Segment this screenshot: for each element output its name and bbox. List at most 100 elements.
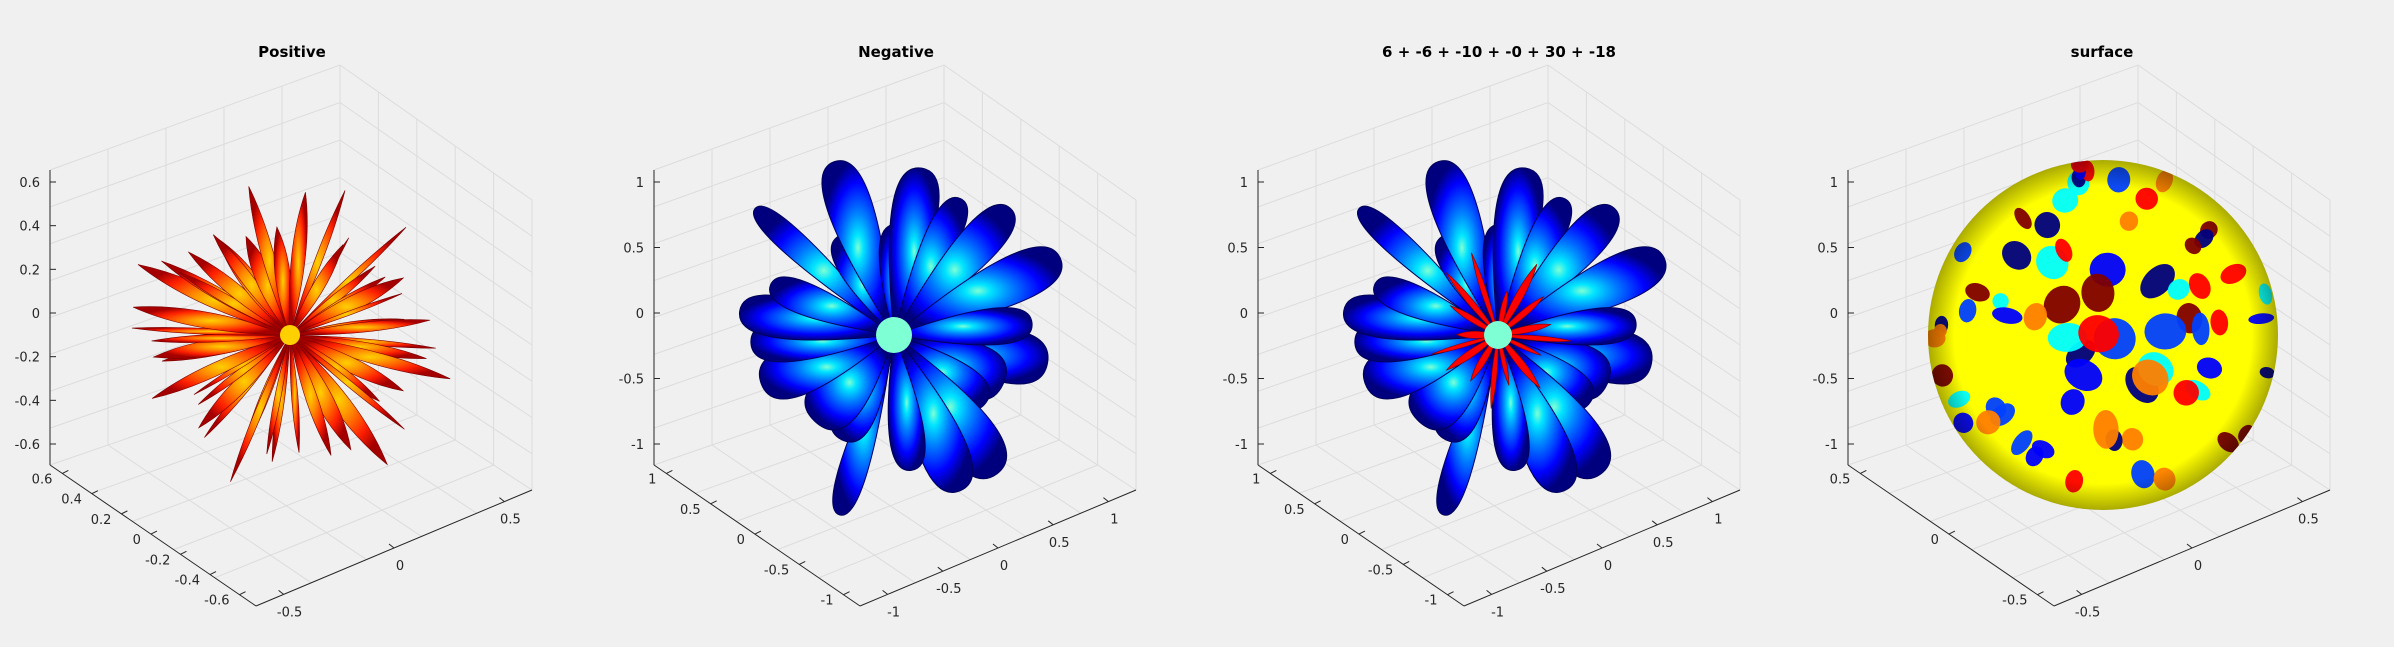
surface-lobe — [1445, 334, 1499, 371]
wall-grid-line — [49, 176, 533, 310]
z-tick-label: -0.5 — [1223, 373, 1248, 388]
y-tick-label: 1 — [648, 472, 656, 487]
x-tick-mark — [278, 590, 284, 595]
y-tick-label: 0 — [1931, 533, 1939, 548]
surface-lobe — [892, 307, 1033, 346]
y-tick-label: -0.4 — [175, 574, 200, 589]
y-tick-mark — [239, 591, 246, 596]
z-tick-label: 0.5 — [623, 242, 644, 257]
wall-grid-line — [49, 139, 533, 273]
floor-grid-line — [818, 464, 1098, 579]
z-tick-label: 0.5 — [1817, 242, 1838, 257]
wall-grid-line — [1257, 176, 1741, 310]
z-tick-label: 0.4 — [19, 220, 40, 235]
z-tick-label: -0.4 — [15, 394, 40, 409]
axes-title: Positive — [258, 43, 326, 61]
x-tick-label: -0.5 — [936, 582, 961, 597]
axes-panel-1: 0.6 0.4 0.2 0 -0.2 -0.4 -0.6 0.6 0.4 0.2 0 -0.2 -0.4… — [15, 64, 533, 620]
surface-lobe — [1490, 334, 1499, 409]
y-tick-label: 0.2 — [91, 513, 112, 528]
y-tick-label: -0.5 — [2002, 594, 2027, 609]
x-tick-label: 1 — [1110, 513, 1118, 528]
axes-title: surface — [2071, 43, 2134, 61]
axes-panel-4: 1 0.5 0 -0.5 -1 0.5 0 -0.5 -0.5 0 0.5 — [1813, 64, 2331, 620]
surface-core — [280, 325, 300, 345]
floor-grid-line — [777, 439, 1060, 551]
floor-grid-line — [1373, 424, 1575, 561]
z-tick-label: 0 — [1240, 307, 1248, 322]
z-tick-label: 0 — [1830, 307, 1838, 322]
back-wall-top-edge — [49, 64, 533, 201]
axes-title: 6 + -6 + -10 + -0 + 30 + -18 — [1382, 43, 1616, 61]
surface-lobe — [769, 276, 895, 336]
x-tick-label: -0.5 — [1540, 582, 1565, 597]
x-tick-label: 1 — [1714, 513, 1722, 528]
z-tick-label: 0.2 — [19, 263, 40, 278]
x-tick-label: -1 — [1491, 605, 1504, 620]
wall-grid-line — [49, 101, 533, 237]
surface-lobe — [289, 334, 405, 430]
y-axis-line — [653, 464, 861, 607]
y-tick-mark — [1314, 500, 1321, 505]
y-tick-label: -1 — [1425, 594, 1438, 609]
x-tick-mark — [1047, 520, 1054, 526]
x-tick-mark — [992, 543, 999, 549]
x-tick-label: 0 — [1000, 559, 1008, 574]
y-tick-label: -1 — [821, 594, 834, 609]
y-tick-label: 1 — [1252, 472, 1260, 487]
floor-grid-line — [107, 444, 312, 584]
floor-grid-line — [173, 439, 456, 551]
y-tick-mark — [1948, 530, 1956, 535]
wall-grid-line — [1847, 139, 2331, 273]
x-tick-mark — [1707, 497, 1713, 502]
y-tick-mark — [1270, 470, 1277, 474]
z-tick-label: -1 — [631, 438, 644, 453]
surface-lobe — [289, 334, 300, 453]
x-tick-mark — [2076, 590, 2082, 595]
floor-grid-line — [223, 404, 422, 537]
y-tick-label: -0.2 — [145, 553, 170, 568]
floor-grid-line — [2012, 464, 2292, 579]
z-tick-label: -0.6 — [15, 438, 40, 453]
surface-lobe — [289, 293, 403, 336]
x-tick-mark — [937, 566, 944, 572]
floor-grid-line — [711, 444, 916, 584]
y-axis-line — [1257, 464, 1465, 607]
y-tick-label: -0.5 — [1368, 563, 1393, 578]
z-tick-label: 1 — [1830, 176, 1838, 191]
x-tick-label: -0.5 — [2075, 605, 2100, 620]
axes-panel-2: 1 0.5 0 -0.5 -1 1 0.5 0 -0.5 -1 -1 -0.5 0 0.5 1 — [619, 64, 1137, 620]
surface-lobe — [151, 334, 291, 399]
axes-title: Negative — [858, 43, 934, 61]
z-tick-label: 0 — [636, 307, 644, 322]
y-tick-label: 0 — [133, 533, 141, 548]
floor-grid-line — [1422, 464, 1702, 579]
surface-lobe — [753, 205, 895, 336]
surface-lobe — [1497, 264, 1538, 336]
floor-grid-line — [1381, 439, 1664, 551]
surface-lobe — [1497, 334, 1573, 342]
y-axis-line — [49, 464, 257, 607]
y-tick-label: -0.5 — [764, 563, 789, 578]
y-tick-mark — [91, 490, 99, 495]
y-tick-mark — [2037, 591, 2044, 596]
y-tick-label: 0 — [1341, 533, 1349, 548]
surface-lobe — [289, 243, 344, 336]
surface-lobe — [1471, 252, 1499, 336]
surface-lobe — [1497, 334, 1541, 389]
wall-grid-line — [653, 139, 1137, 273]
y-tick-label: -0.6 — [204, 594, 229, 609]
x-tick-mark — [499, 497, 505, 502]
y-tick-mark — [710, 500, 717, 505]
x-tick-mark — [2186, 543, 2193, 549]
wall-grid-line — [653, 176, 1137, 310]
z-tick-label: -0.5 — [619, 373, 644, 388]
floor-grid-line — [165, 424, 367, 561]
surface-lobe — [1357, 205, 1499, 336]
y-tick-mark — [121, 510, 128, 515]
z-tick-label: 0.5 — [1227, 242, 1248, 257]
x-tick-mark — [1541, 566, 1548, 572]
x-tick-label: 0.5 — [1049, 536, 1070, 551]
back-wall-top-edge — [1257, 64, 1741, 201]
y-tick-label: 0.5 — [680, 503, 701, 518]
